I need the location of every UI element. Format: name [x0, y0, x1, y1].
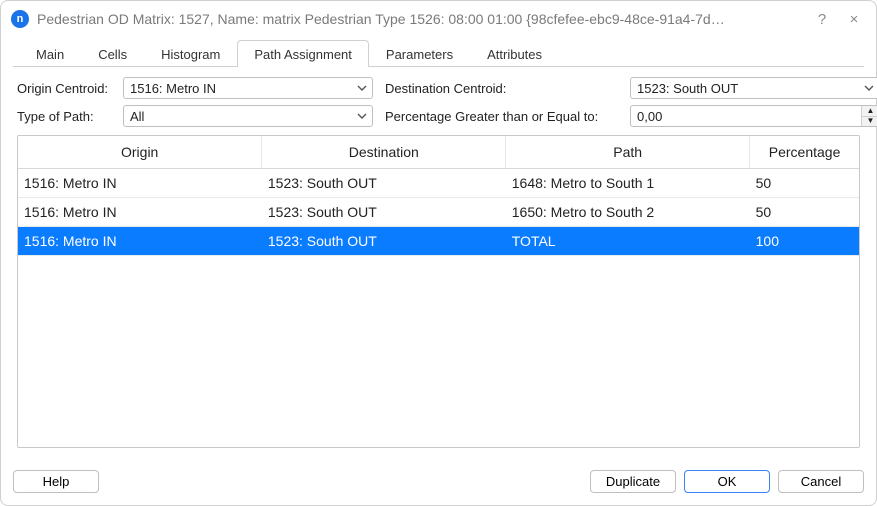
table-cell: 50 — [750, 169, 859, 198]
tab-main[interactable]: Main — [19, 40, 81, 67]
percentage-gte-input[interactable]: 0,00 ▲ ▼ — [630, 105, 877, 127]
table-cell: 50 — [750, 198, 859, 227]
dialog-content: MainCellsHistogramPath AssignmentParamet… — [1, 37, 876, 460]
table-cell: 1648: Metro to South 1 — [506, 169, 750, 198]
table-empty-space — [18, 256, 859, 447]
column-header[interactable]: Percentage — [750, 136, 859, 169]
help-button[interactable]: Help — [13, 470, 99, 493]
table-row[interactable]: 1516: Metro IN1523: South OUT1650: Metro… — [18, 198, 859, 227]
destination-centroid-value: 1523: South OUT — [637, 81, 738, 96]
table-row[interactable]: 1516: Metro IN1523: South OUT1648: Metro… — [18, 169, 859, 198]
tab-bar: MainCellsHistogramPath AssignmentParamet… — [13, 37, 864, 67]
column-header[interactable]: Destination — [262, 136, 506, 169]
table-cell: 1523: South OUT — [262, 169, 506, 198]
table-header-row: OriginDestinationPathPercentage — [18, 136, 859, 169]
close-icon[interactable]: × — [842, 11, 866, 28]
table-cell: 1523: South OUT — [262, 198, 506, 227]
window-title: Pedestrian OD Matrix: 1527, Name: matrix… — [37, 11, 802, 27]
title-bar: n Pedestrian OD Matrix: 1527, Name: matr… — [1, 1, 876, 37]
tab-path-assignment[interactable]: Path Assignment — [237, 40, 369, 67]
table-cell: 1650: Metro to South 2 — [506, 198, 750, 227]
help-icon[interactable]: ? — [810, 11, 834, 28]
spin-buttons: ▲ ▼ — [861, 106, 877, 126]
tab-parameters[interactable]: Parameters — [369, 40, 470, 67]
percentage-gte-label: Percentage Greater than or Equal to: — [379, 109, 624, 124]
destination-centroid-label: Destination Centroid: — [379, 81, 624, 96]
chevron-down-icon — [863, 82, 875, 94]
dialog-window: n Pedestrian OD Matrix: 1527, Name: matr… — [0, 0, 877, 506]
table-row[interactable]: 1516: Metro IN1523: South OUTTOTAL100 — [18, 227, 859, 256]
cancel-button[interactable]: Cancel — [778, 470, 864, 493]
origin-centroid-value: 1516: Metro IN — [130, 81, 216, 96]
type-of-path-value: All — [130, 109, 144, 124]
path-assignment-table: OriginDestinationPathPercentage 1516: Me… — [17, 135, 860, 448]
chevron-down-icon — [356, 110, 368, 122]
ok-button[interactable]: OK — [684, 470, 770, 493]
destination-centroid-select[interactable]: 1523: South OUT — [630, 77, 877, 99]
type-of-path-label: Type of Path: — [17, 109, 117, 124]
data-table: OriginDestinationPathPercentage 1516: Me… — [18, 136, 859, 256]
column-header[interactable]: Origin — [18, 136, 262, 169]
filter-panel: Origin Centroid: 1516: Metro IN Destinat… — [13, 67, 864, 135]
table-cell: TOTAL — [506, 227, 750, 256]
table-cell: 1523: South OUT — [262, 227, 506, 256]
spin-down-icon[interactable]: ▼ — [862, 117, 877, 127]
type-of-path-select[interactable]: All — [123, 105, 373, 127]
origin-centroid-label: Origin Centroid: — [17, 81, 117, 96]
column-header[interactable]: Path — [506, 136, 750, 169]
app-icon: n — [11, 10, 29, 28]
spin-up-icon[interactable]: ▲ — [862, 106, 877, 117]
table-cell: 1516: Metro IN — [18, 198, 262, 227]
tab-attributes[interactable]: Attributes — [470, 40, 559, 67]
table-cell: 100 — [750, 227, 859, 256]
table-cell: 1516: Metro IN — [18, 169, 262, 198]
table-cell: 1516: Metro IN — [18, 227, 262, 256]
tab-histogram[interactable]: Histogram — [144, 40, 237, 67]
table-body: 1516: Metro IN1523: South OUT1648: Metro… — [18, 169, 859, 256]
duplicate-button[interactable]: Duplicate — [590, 470, 676, 493]
origin-centroid-select[interactable]: 1516: Metro IN — [123, 77, 373, 99]
percentage-gte-value: 0,00 — [637, 109, 662, 124]
chevron-down-icon — [356, 82, 368, 94]
dialog-footer: Help Duplicate OK Cancel — [1, 460, 876, 505]
tab-cells[interactable]: Cells — [81, 40, 144, 67]
